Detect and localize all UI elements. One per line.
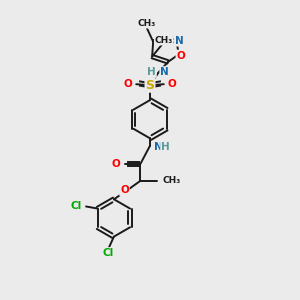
- Text: H: H: [161, 142, 170, 152]
- Text: O: O: [124, 79, 132, 89]
- Text: S: S: [146, 79, 154, 92]
- Text: H: H: [147, 67, 156, 77]
- Text: O: O: [120, 185, 129, 195]
- Text: CH₃: CH₃: [162, 176, 180, 185]
- Text: O: O: [176, 50, 185, 61]
- Text: N: N: [160, 67, 169, 77]
- Text: N: N: [175, 36, 184, 46]
- Text: O: O: [168, 79, 176, 89]
- Text: N: N: [154, 142, 163, 152]
- Text: CH₃: CH₃: [138, 19, 156, 28]
- Text: Cl: Cl: [70, 202, 81, 212]
- Text: Cl: Cl: [103, 248, 114, 258]
- Text: CH₃: CH₃: [155, 36, 173, 45]
- Text: O: O: [112, 159, 121, 169]
